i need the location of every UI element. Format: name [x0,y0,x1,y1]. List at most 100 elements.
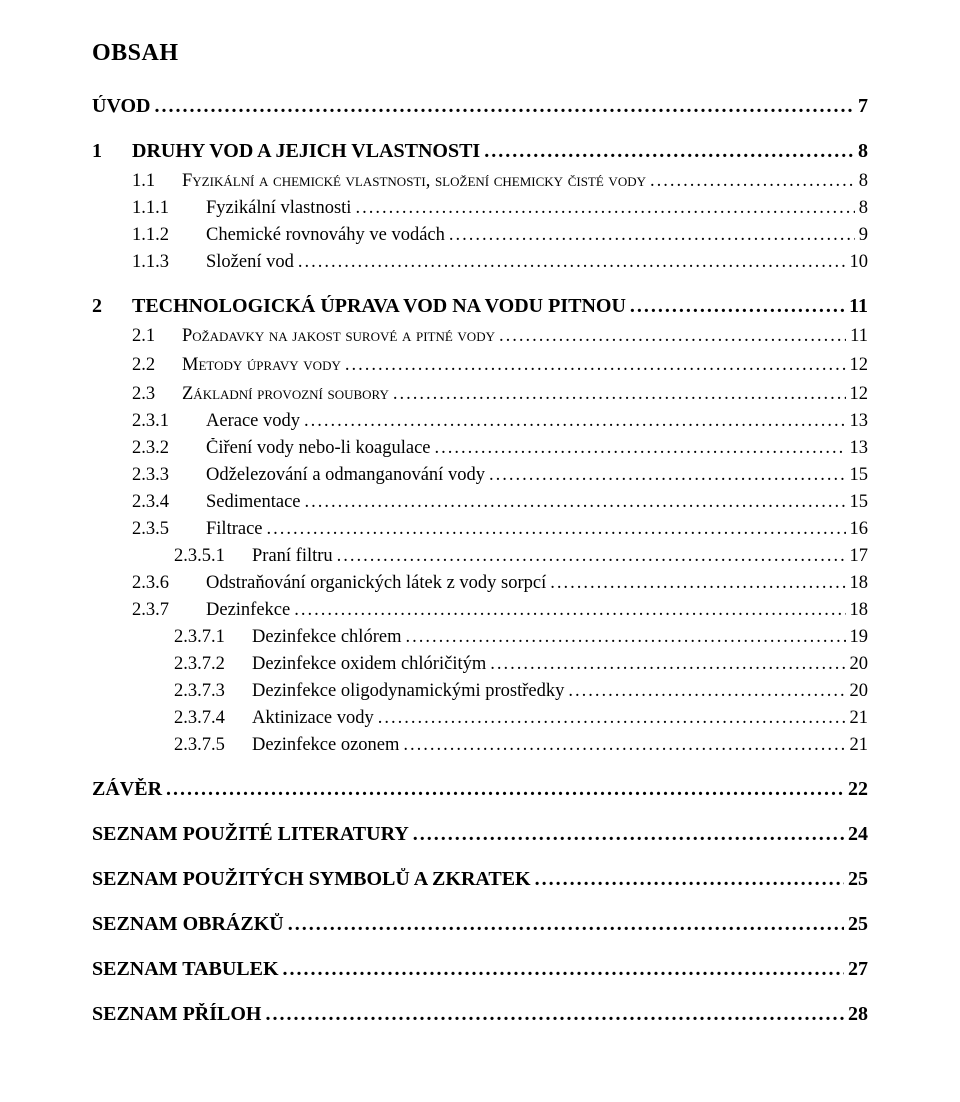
toc-entry-text: Aerace vody [206,411,300,431]
toc-entry-text: Fyzikální vlastnosti [206,198,351,218]
toc-entry-label: ÚVOD [92,95,151,118]
toc-entry: ÚVOD 7 [92,95,868,118]
toc-leader-dots [489,465,846,486]
toc-leader-dots [265,1003,844,1026]
toc-entry: 2.3.5.1Praní filtru17 [92,546,868,567]
toc-entry: SEZNAM PŘÍLOH28 [92,1003,868,1026]
toc-entry-label: 2.3.6Odstraňování organických látek z vo… [132,573,546,594]
toc-entry-number: 2.3.1 [132,411,206,432]
toc-entry-label: SEZNAM TABULEK [92,958,279,981]
toc-leader-dots [267,519,846,540]
toc-entry: ZÁVĚR 22 [92,778,868,801]
toc-entry-text: SEZNAM POUŽITÝCH SYMBOLŮ A ZKRATEK [92,868,531,890]
toc-entry: 2.3.7.2Dezinfekce oxidem chlóričitým20 [92,654,868,675]
toc-entry-page: 7 [858,95,868,118]
toc-entry-number: 2.3.4 [132,492,206,513]
toc-entry: 2.3.7.1Dezinfekce chlórem19 [92,627,868,648]
toc-entry: 1DRUHY VOD A JEJICH VLASTNOSTI8 [92,140,868,163]
toc-entry-label: ZÁVĚR [92,778,162,801]
toc-entry-text: Dezinfekce oligodynamickými prostředky [252,681,564,701]
toc-leader-dots [155,95,855,118]
toc-entry-page: 15 [850,492,869,513]
toc-entry-text: Dezinfekce ozonem [252,735,399,755]
toc-entry-label: 1.1.2Chemické rovnováhy ve vodách [132,225,445,246]
toc-leader-dots [393,384,846,405]
toc-leader-dots [650,171,855,192]
toc-entry-number: 2.3.5 [132,519,206,540]
toc-entry: 2TECHNOLOGICKÁ ÚPRAVA VOD NA VODU PITNOU… [92,295,868,318]
toc-entry-page: 12 [850,384,869,405]
toc-leader-dots [630,295,845,318]
table-of-contents: ÚVOD71DRUHY VOD A JEJICH VLASTNOSTI81.1F… [92,95,868,1026]
toc-entry-number: 2.2 [132,355,182,376]
toc-leader-dots [288,913,844,936]
toc-entry-page: 18 [850,573,869,594]
toc-entry-number: 1.1.3 [132,252,206,273]
toc-entry-number: 2.3.7 [132,600,206,621]
toc-entry-label: 2.3.7.4Aktinizace vody [174,708,374,729]
toc-entry-page: 20 [850,654,869,675]
toc-entry-number: 2.1 [132,326,182,347]
toc-entry-page: 21 [850,708,869,729]
toc-entry-page: 27 [848,958,868,981]
toc-entry-number: 2 [92,295,132,318]
toc-leader-dots [283,958,844,981]
toc-leader-dots [484,140,854,163]
toc-entry-page: 22 [848,778,868,801]
toc-entry-number: 1 [92,140,132,163]
toc-entry: 2.3.3Odželezování a odmanganování vody15 [92,465,868,486]
toc-entry-page: 21 [850,735,869,756]
toc-entry: 1.1.3Složení vod10 [92,252,868,273]
toc-leader-dots [355,198,854,219]
toc-entry-number: 2.3.7.2 [174,654,252,675]
toc-entry-page: 20 [850,681,869,702]
toc-leader-dots [435,438,846,459]
toc-entry-label: 1.1.3Složení vod [132,252,294,273]
toc-entry: 2.2Metody úpravy vody12 [92,355,868,376]
toc-entry-number: 1.1.2 [132,225,206,246]
toc-entry-text: ÚVOD [92,95,151,117]
toc-entry-label: 2.3.2Čiření vody nebo-li koagulace [132,438,431,459]
toc-entry: 1.1.1Fyzikální vlastnosti8 [92,198,868,219]
toc-entry-text: Odstraňování organických látek z vody so… [206,573,546,593]
toc-entry-label: 1.1.1Fyzikální vlastnosti [132,198,351,219]
toc-entry-number: 1.1 [132,171,182,192]
toc-entry: 2.3.1Aerace vody13 [92,411,868,432]
toc-leader-dots [568,681,845,702]
toc-entry: 1.1Fyzikální a chemické vlastnosti, slož… [92,171,868,192]
toc-leader-dots [413,823,844,846]
toc-entry-text: SEZNAM OBRÁZKŮ [92,913,284,935]
toc-entry-page: 15 [850,465,869,486]
toc-entry-label: 2.3.7.5Dezinfekce ozonem [174,735,399,756]
toc-entry-text: Složení vod [206,252,294,272]
toc-entry-number: 2.3.7.1 [174,627,252,648]
toc-entry-text: Základní provozní soubory [182,384,389,404]
toc-entry-page: 16 [850,519,869,540]
toc-entry-text: Chemické rovnováhy ve vodách [206,225,445,245]
toc-entry-text: Praní filtru [252,546,333,566]
toc-entry: 2.3Základní provozní soubory12 [92,384,868,405]
toc-entry-text: TECHNOLOGICKÁ ÚPRAVA VOD NA VODU PITNOU [132,295,626,317]
toc-entry-number: 2.3.6 [132,573,206,594]
toc-entry-page: 13 [850,438,869,459]
toc-entry-text: Čiření vody nebo-li koagulace [206,438,431,458]
toc-entry-page: 12 [850,355,869,376]
toc-leader-dots [550,573,845,594]
toc-entry-number: 2.3.3 [132,465,206,486]
toc-entry: 2.3.2Čiření vody nebo-li koagulace 13 [92,438,868,459]
toc-entry-page: 11 [850,326,868,347]
toc-entry-number: 2.3.7.3 [174,681,252,702]
toc-entry-label: 2.3.5Filtrace [132,519,263,540]
toc-entry: 2.3.6Odstraňování organických látek z vo… [92,573,868,594]
toc-entry-label: 2TECHNOLOGICKÁ ÚPRAVA VOD NA VODU PITNOU [92,295,626,318]
toc-entry: 2.3.4Sedimentace 15 [92,492,868,513]
toc-leader-dots [490,654,845,675]
page-title: OBSAH [92,40,868,67]
toc-entry: 2.1Požadavky na jakost surové a pitné vo… [92,326,868,347]
toc-entry: 2.3.7.4Aktinizace vody 21 [92,708,868,729]
toc-entry: 2.3.7.5Dezinfekce ozonem 21 [92,735,868,756]
toc-entry-text: Sedimentace [206,492,301,512]
toc-entry-page: 18 [850,600,869,621]
toc-entry-number: 2.3.7.4 [174,708,252,729]
toc-leader-dots [449,225,855,246]
